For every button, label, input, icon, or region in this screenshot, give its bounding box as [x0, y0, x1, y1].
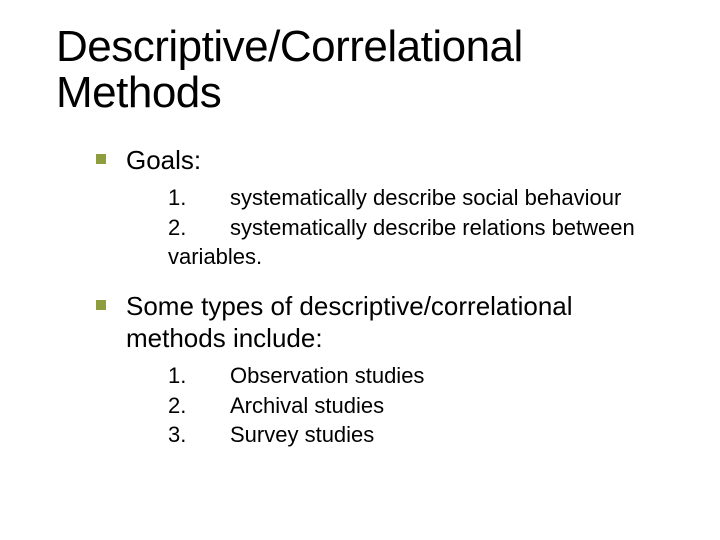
- item-number: 2.: [168, 391, 230, 421]
- item-text: systematically describe relations betwee…: [230, 213, 672, 243]
- bullet-label: Goals:: [126, 144, 201, 177]
- types-list: 1. Observation studies 2. Archival studi…: [168, 361, 672, 450]
- item-number: 3.: [168, 420, 230, 450]
- list-item-continuation: variables.: [168, 242, 672, 272]
- item-number: 2.: [168, 213, 230, 243]
- section-goals: Goals: 1. systematically describe social…: [96, 144, 672, 272]
- bullet-row: Goals:: [96, 144, 672, 177]
- list-item: 3. Survey studies: [168, 420, 672, 450]
- item-text: variables.: [168, 242, 262, 272]
- section-types: Some types of descriptive/correlational …: [96, 290, 672, 450]
- slide-title: Descriptive/Correlational Methods: [56, 24, 672, 116]
- list-item: 1. systematically describe social behavi…: [168, 183, 672, 213]
- slide: Descriptive/Correlational Methods Goals:…: [0, 0, 720, 540]
- bullet-label: Some types of descriptive/correlational …: [126, 290, 672, 355]
- list-item: 1. Observation studies: [168, 361, 672, 391]
- item-text: Archival studies: [230, 391, 672, 421]
- list-item: 2. systematically describe relations bet…: [168, 213, 672, 243]
- square-bullet-icon: [96, 300, 106, 310]
- goals-list: 1. systematically describe social behavi…: [168, 183, 672, 272]
- item-text: Observation studies: [230, 361, 672, 391]
- item-number: 1.: [168, 183, 230, 213]
- item-number: 1.: [168, 361, 230, 391]
- item-text: Survey studies: [230, 420, 672, 450]
- square-bullet-icon: [96, 154, 106, 164]
- list-item: 2. Archival studies: [168, 391, 672, 421]
- item-text: systematically describe social behaviour: [230, 183, 672, 213]
- bullet-row: Some types of descriptive/correlational …: [96, 290, 672, 355]
